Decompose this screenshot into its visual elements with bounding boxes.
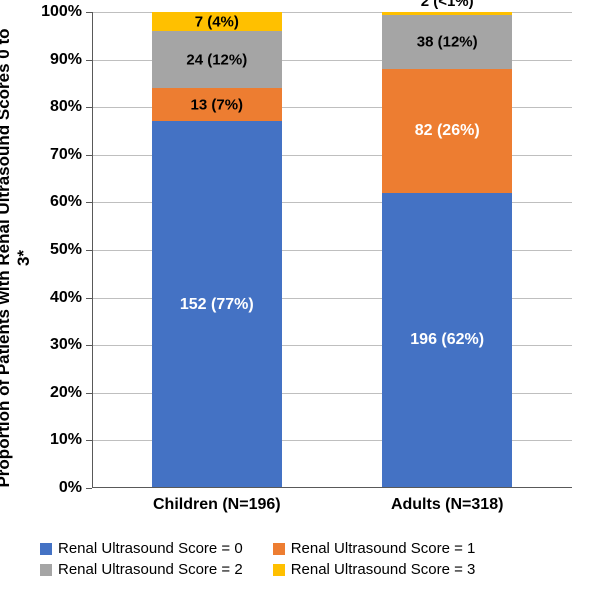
- y-tick-label: 90%: [50, 51, 82, 69]
- bar-segment: 82 (26%): [382, 69, 512, 193]
- y-tick: [86, 488, 92, 489]
- y-tick-label: 70%: [50, 146, 82, 164]
- y-tick: [86, 12, 92, 13]
- x-tick-label: Children (N=196): [153, 496, 281, 514]
- stacked-bar-chart: Proportion of Patients with Renal Ultras…: [0, 0, 600, 608]
- y-axis-title: Proportion of Patients with Renal Ultras…: [0, 28, 34, 488]
- legend-label: Renal Ultrasound Score = 0: [58, 540, 243, 557]
- legend-item: Renal Ultrasound Score = 2: [40, 561, 243, 578]
- legend-item: Renal Ultrasound Score = 1: [273, 540, 476, 557]
- y-tick: [86, 250, 92, 251]
- y-tick-label: 20%: [50, 384, 82, 402]
- legend-item: Renal Ultrasound Score = 3: [273, 561, 476, 578]
- legend-label: Renal Ultrasound Score = 2: [58, 561, 243, 578]
- y-tick-label: 100%: [41, 3, 82, 21]
- y-tick-label: 40%: [50, 289, 82, 307]
- legend: Renal Ultrasound Score = 0 Renal Ultrasou…: [40, 540, 580, 582]
- segment-label: 82 (26%): [382, 122, 512, 140]
- y-tick: [86, 393, 92, 394]
- y-tick: [86, 298, 92, 299]
- segment-label: 196 (62%): [382, 331, 512, 349]
- legend-row: Renal Ultrasound Score = 0 Renal Ultrasou…: [40, 540, 580, 557]
- y-axis-line: [92, 12, 93, 488]
- segment-label: 7 (4%): [152, 13, 282, 30]
- y-tick-label: 10%: [50, 431, 82, 449]
- segment-label: 38 (12%): [382, 34, 512, 51]
- x-axis-line: [92, 487, 572, 488]
- bars-layer: 152 (77%) 13 (7%) 24 (12%) 7 (4%) 196 (62%) 8…: [92, 12, 572, 488]
- legend-label: Renal Ultrasound Score = 1: [291, 540, 476, 557]
- bar-segment: 7 (4%): [152, 12, 282, 31]
- y-tick: [86, 107, 92, 108]
- y-tick-label: 0%: [59, 479, 82, 497]
- bar-segment: 196 (62%): [382, 193, 512, 488]
- legend-label: Renal Ultrasound Score = 3: [291, 561, 476, 578]
- legend-swatch: [40, 564, 52, 576]
- bar-segment: 24 (12%): [152, 31, 282, 88]
- x-tick-label: Adults (N=318): [391, 496, 503, 514]
- legend-swatch: [40, 543, 52, 555]
- legend-item: Renal Ultrasound Score = 0: [40, 540, 243, 557]
- segment-label: 2 (<1%): [382, 0, 512, 10]
- bar-segment: 152 (77%): [152, 121, 282, 488]
- y-tick-label: 60%: [50, 193, 82, 211]
- y-tick-label: 50%: [50, 241, 82, 259]
- y-tick-label: 30%: [50, 336, 82, 354]
- plot-area: 152 (77%) 13 (7%) 24 (12%) 7 (4%) 196 (62%) 8…: [92, 12, 572, 488]
- bar-group: 152 (77%) 13 (7%) 24 (12%) 7 (4%): [152, 12, 282, 488]
- y-tick: [86, 155, 92, 156]
- y-tick: [86, 440, 92, 441]
- bar-segment: 2 (<1%): [382, 12, 512, 15]
- bar-segment: 13 (7%): [152, 88, 282, 121]
- legend-swatch: [273, 564, 285, 576]
- y-tick: [86, 202, 92, 203]
- y-tick: [86, 60, 92, 61]
- segment-label: 24 (12%): [152, 51, 282, 68]
- bar-group: 196 (62%) 82 (26%) 38 (12%) 2 (<1%): [382, 12, 512, 488]
- legend-swatch: [273, 543, 285, 555]
- segment-label: 13 (7%): [152, 96, 282, 113]
- bar-segment: 38 (12%): [382, 15, 512, 69]
- segment-label: 152 (77%): [152, 296, 282, 314]
- y-tick: [86, 345, 92, 346]
- y-tick-label: 80%: [50, 98, 82, 116]
- legend-row: Renal Ultrasound Score = 2 Renal Ultrasou…: [40, 561, 580, 578]
